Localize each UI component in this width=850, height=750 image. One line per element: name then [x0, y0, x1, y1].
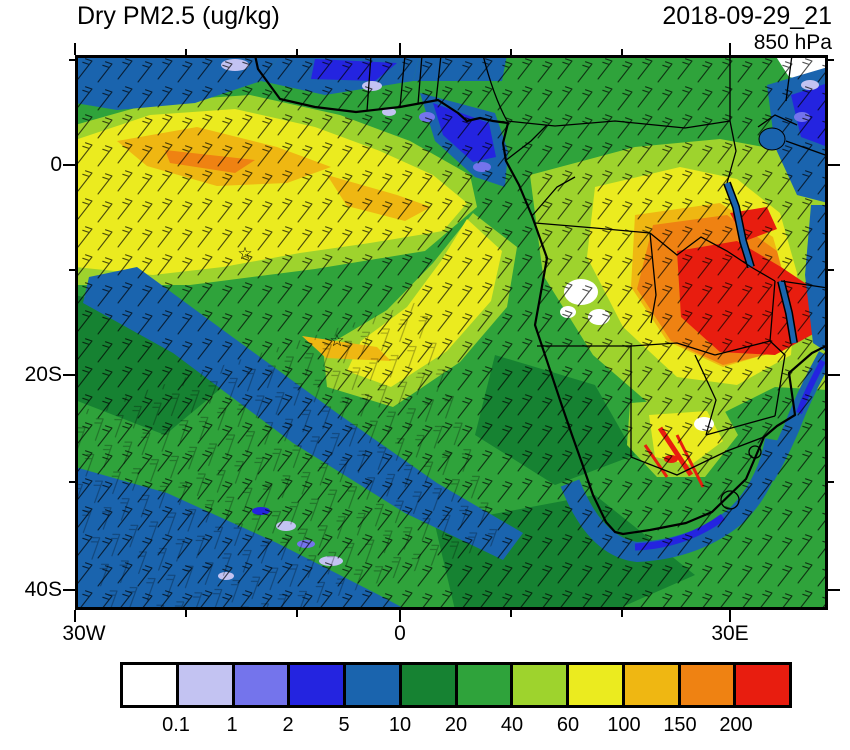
colorbar-swatch	[624, 665, 681, 705]
colorbar-tick-label: 60	[556, 714, 580, 736]
y-axis-label-20s: 20S	[24, 363, 62, 386]
colorbar-tick-label: 200	[719, 714, 753, 736]
map-plot: ☆ ☆	[75, 55, 828, 610]
colorbar-swatch	[123, 665, 179, 705]
colorbar-swatch	[513, 665, 569, 705]
colorbar-tick-label: 1	[226, 714, 238, 736]
colorbar-swatch	[457, 665, 514, 705]
colorbar-swatch	[401, 665, 458, 705]
colorbar-tick-label: 10	[388, 714, 412, 736]
y-axis-label-0: 0	[50, 153, 62, 176]
plot-title: Dry PM2.5 (ug/kg)	[77, 2, 280, 30]
colorbar-tick-label: 100	[607, 714, 641, 736]
y-axis-label-40s: 40S	[24, 578, 62, 601]
colorbar-tick-label: 150	[663, 714, 697, 736]
colorbar-swatch	[736, 665, 789, 705]
x-axis-label-30e: 30E	[711, 622, 749, 645]
x-axis-label-0: 0	[394, 622, 406, 645]
colorbar-tick-label: 20	[444, 714, 468, 736]
colorbar-swatch	[178, 665, 235, 705]
pressure-level: 850 hPa	[753, 31, 832, 54]
colorbar-labels: 0.1 1 2 5 10 20 40 60 100 150 200	[148, 714, 764, 737]
wind-barbs-overlay	[75, 55, 828, 610]
plot-frame	[75, 55, 828, 610]
colorbar-swatch	[569, 665, 625, 705]
star-marker: ☆	[237, 244, 252, 264]
x-axis-label-30w: 30W	[62, 622, 106, 645]
colorbar-tick-label: 0.1	[162, 714, 190, 736]
africa-coastline	[253, 55, 828, 536]
colorbar-tick-label: 40	[500, 714, 524, 736]
country-borders	[366, 55, 828, 510]
valid-datetime: 2018-09-29_21	[662, 2, 832, 30]
colorbar	[120, 662, 792, 708]
colorbar-swatch	[234, 665, 291, 705]
lakes	[723, 127, 798, 344]
star-marker: ☆	[329, 331, 344, 351]
colorbar-swatch	[290, 665, 346, 705]
colorbar-swatch	[346, 665, 402, 705]
colorbar-tick-label: 2	[282, 714, 294, 736]
star-markers: ☆ ☆	[237, 244, 344, 351]
colorbar-tick-label: 5	[338, 714, 350, 736]
colorbar-swatch	[680, 665, 737, 705]
